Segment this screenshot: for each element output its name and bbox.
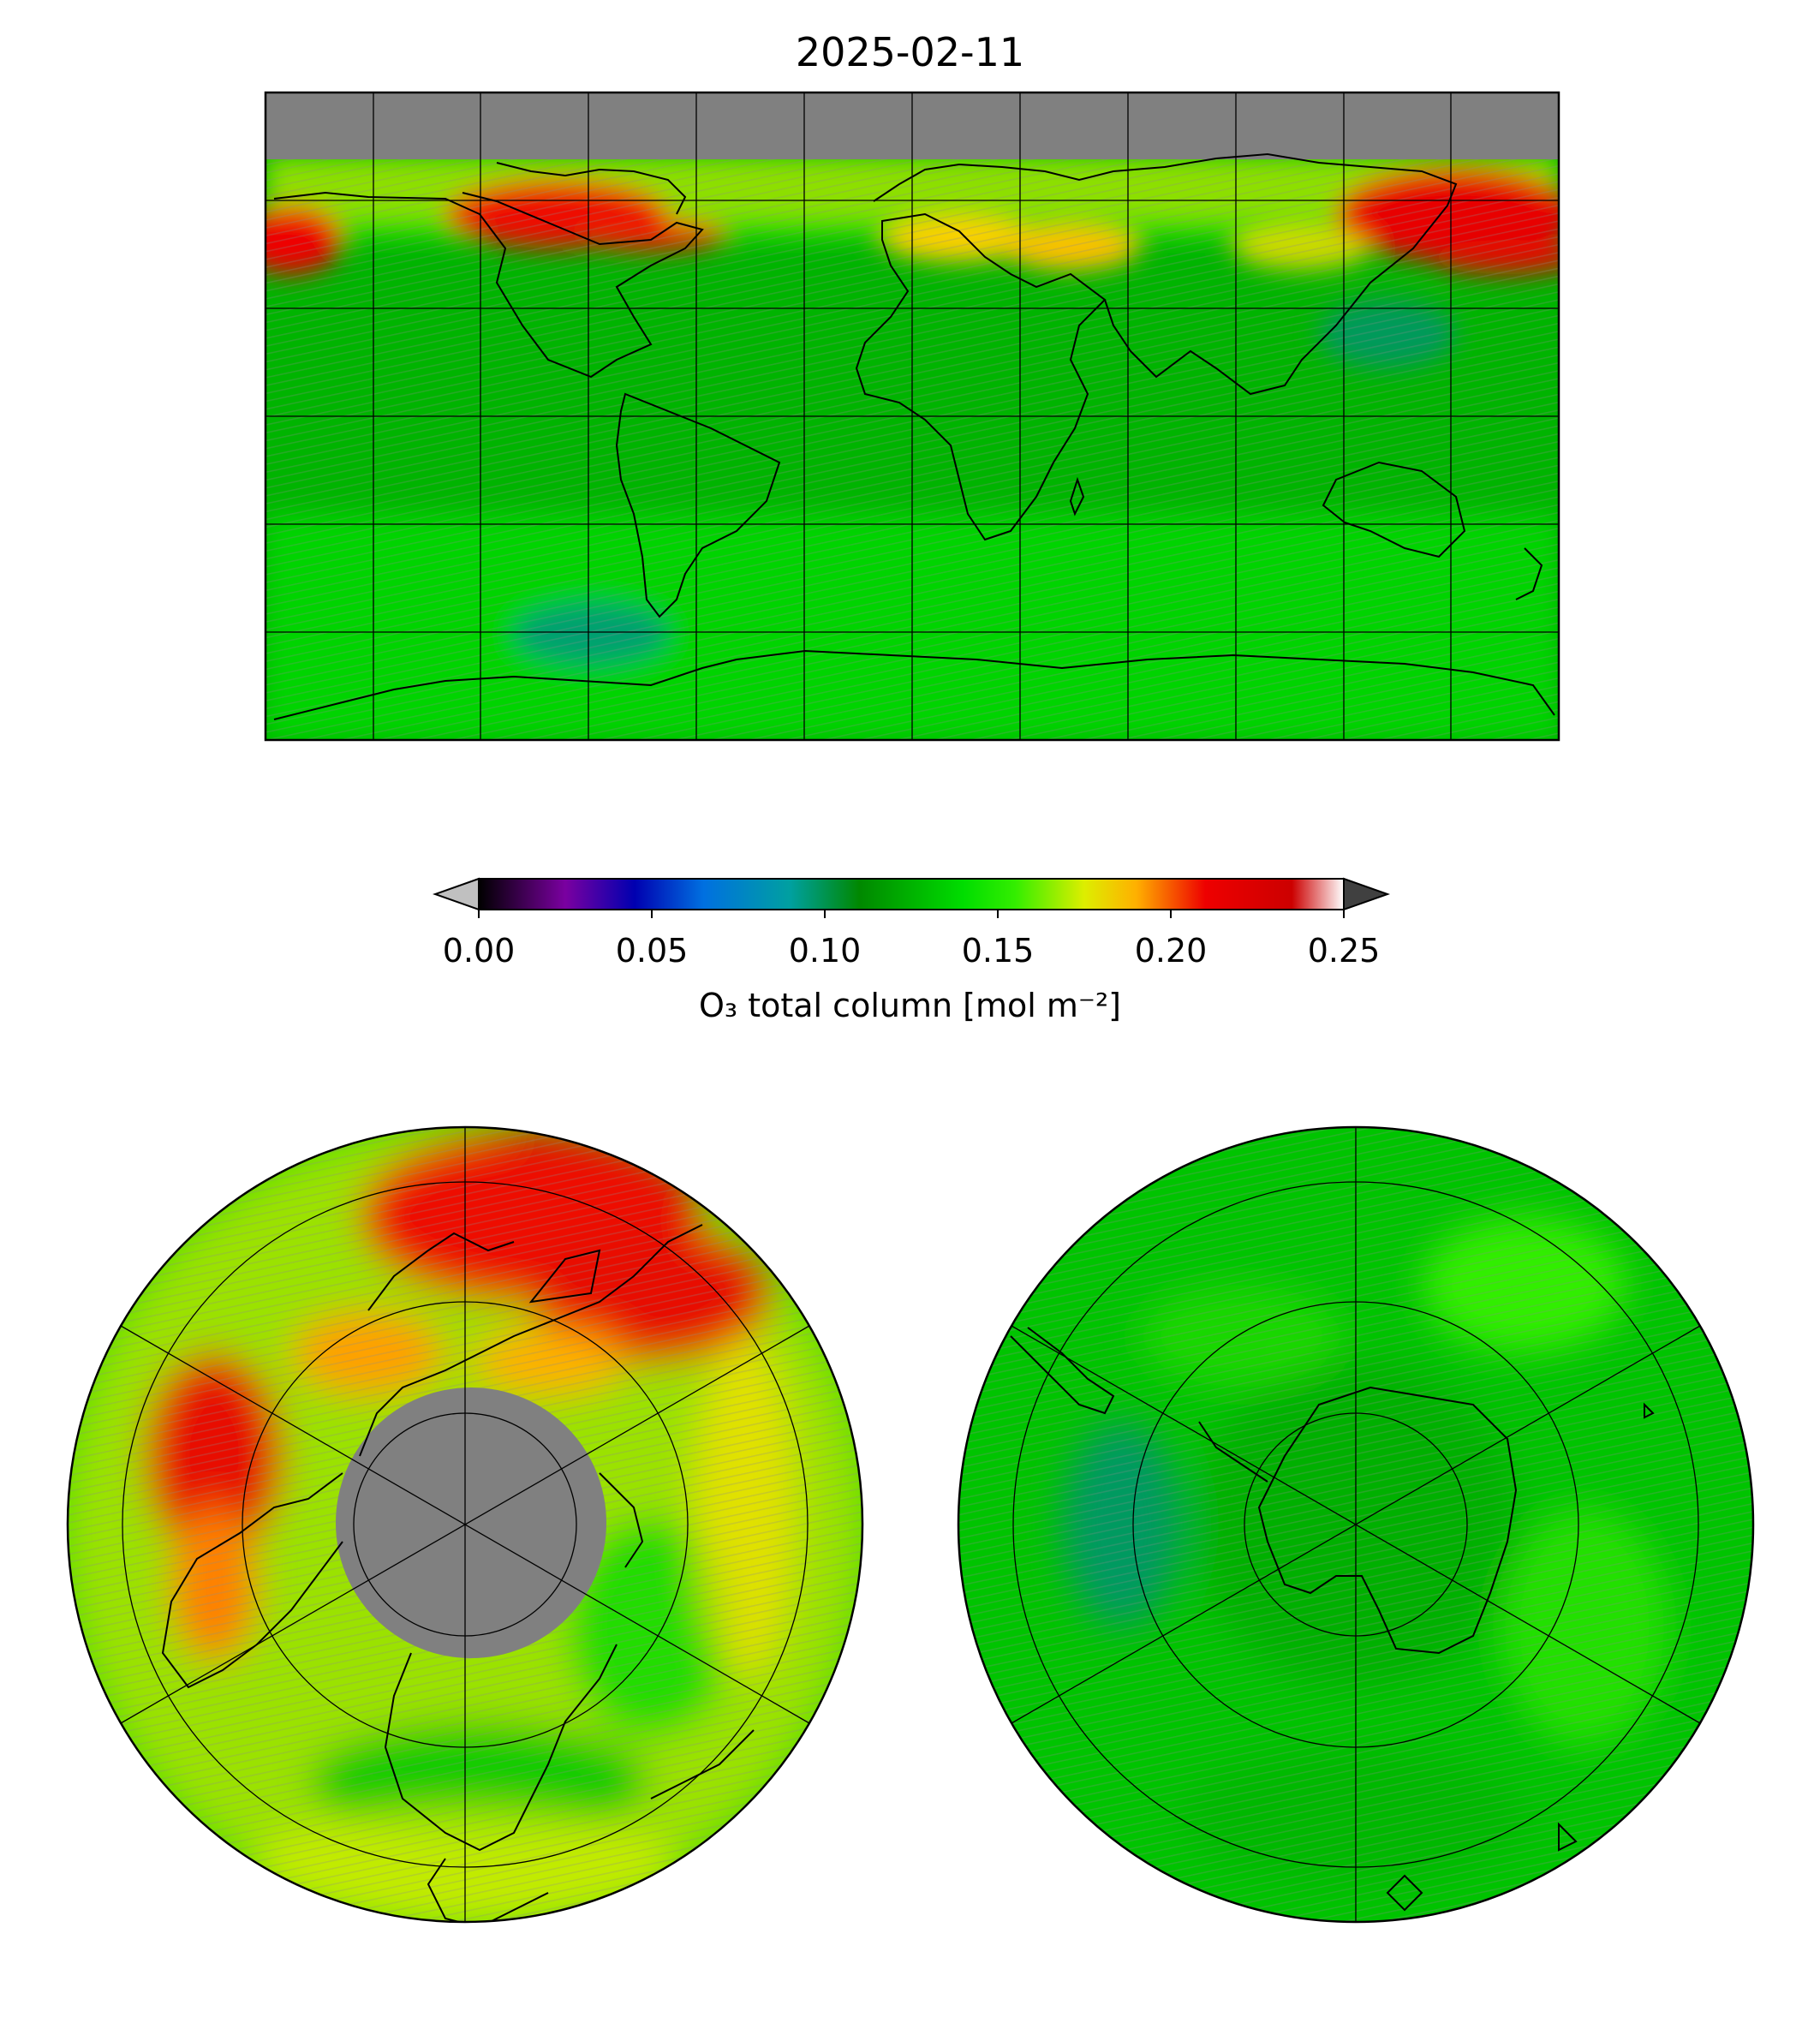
colorbar-over-arrow (1343, 877, 1391, 911)
south-gridlines (1011, 1127, 1701, 1922)
colorbar-tick-marks (478, 910, 1345, 918)
north-coastlines (161, 1224, 755, 1922)
colorbar-gradient-bar (479, 879, 1344, 910)
north-no-data-region (336, 1387, 606, 1658)
colorbar-frame (478, 878, 1345, 910)
colorbar-tick-label: 0.05 (615, 932, 689, 970)
colorbar-tick-label: 0.00 (442, 932, 516, 970)
colorbar-tick-label: 0.10 (788, 932, 862, 970)
colorbar-tick-label: 0.15 (961, 932, 1035, 970)
global-map-frame (264, 91, 1560, 742)
global-coastlines (273, 152, 1555, 720)
global-map (266, 92, 1559, 740)
colorbar-tick-label: 0.20 (1134, 932, 1208, 970)
south-polar-map (958, 1127, 1753, 1922)
colorbar (432, 877, 1391, 918)
colorbar-tick-label: 0.25 (1307, 932, 1381, 970)
global-gridlines (266, 92, 1559, 740)
north-polar-frame (66, 1125, 864, 1924)
south-polar-frame (957, 1125, 1755, 1924)
figure-title: 2025-02-11 (795, 29, 1025, 75)
north-polar-map (68, 1127, 862, 1922)
colorbar-under-arrow (432, 877, 480, 911)
north-gridlines (120, 1127, 810, 1922)
colorbar-label: O₃ total column [mol m⁻²] (698, 987, 1122, 1024)
